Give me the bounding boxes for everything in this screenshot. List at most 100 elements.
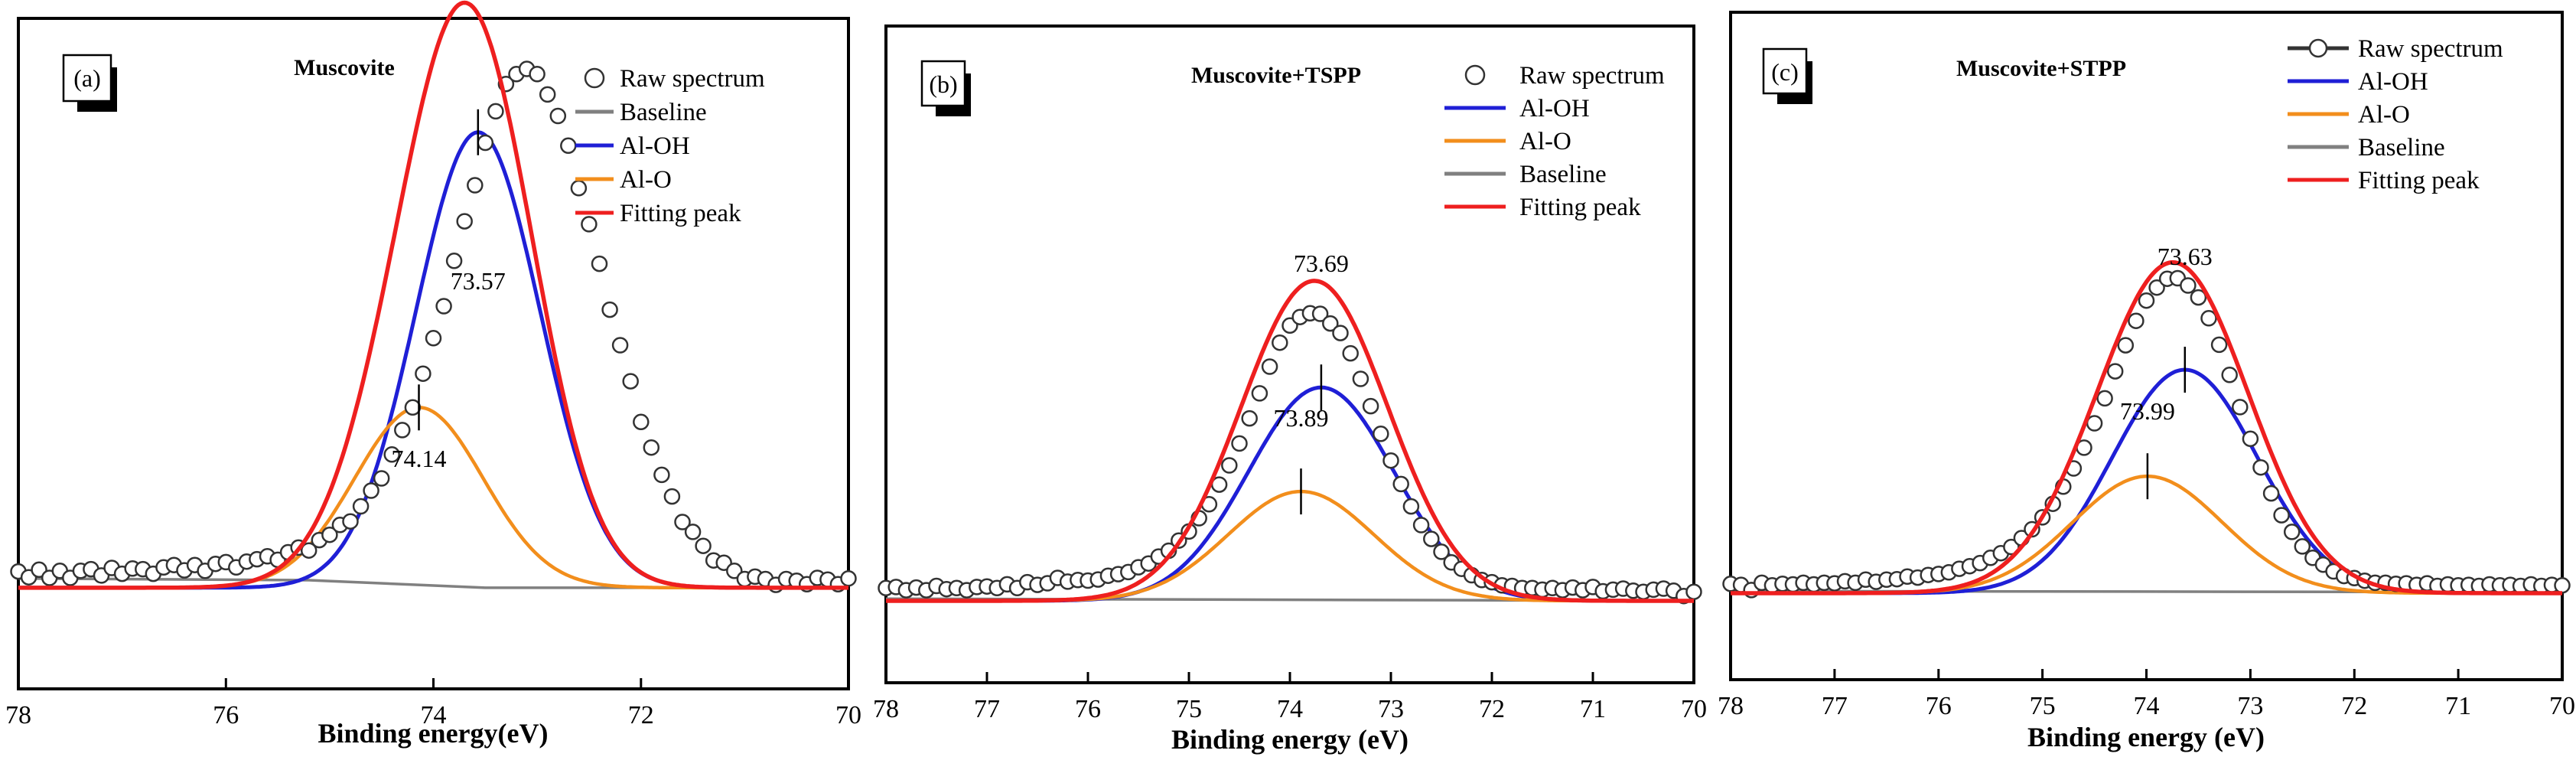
- raw-spectrum-point: [1221, 457, 1238, 474]
- legend: Raw spectrum Al-OH Al-O Baseline Fitting pea…: [2288, 35, 2503, 194]
- raw-spectrum-point: [445, 253, 463, 269]
- x-tick-label: 70: [1681, 695, 1707, 723]
- raw-spectrum-point: [1311, 305, 1329, 322]
- fitting-peak-curve: [18, 0, 848, 590]
- raw-spectrum-point: [1362, 397, 1379, 415]
- raw-spectrum-point: [477, 134, 494, 152]
- legend-marker: [584, 67, 605, 89]
- raw-spectrum-point: [2262, 485, 2280, 502]
- raw-spectrum-point: [1241, 409, 1258, 427]
- x-axis-title: Binding energy (eV): [1171, 724, 1408, 755]
- raw-spectrum-point: [342, 513, 359, 530]
- raw-spectrum-point: [1342, 344, 1359, 362]
- chart-title: Muscovite+TSPP: [1191, 63, 1361, 88]
- legend-label: Raw spectrum: [2358, 35, 2503, 63]
- x-tick-label: 77: [1822, 692, 1848, 720]
- series-layer: [10, 0, 857, 593]
- raw-spectrum-point: [2148, 279, 2165, 296]
- raw-spectrum-point: [321, 526, 338, 543]
- x-axis-title: Binding energy (eV): [2027, 722, 2265, 752]
- raw-spectrum-point: [467, 177, 484, 194]
- x-tick-label: 72: [2341, 692, 2367, 720]
- raw-spectrum-point: [352, 498, 370, 515]
- x-tick-label: 76: [213, 701, 239, 729]
- raw-spectrum-point: [2252, 458, 2269, 476]
- x-tick-label: 78: [873, 695, 899, 723]
- x-tick-label: 74: [421, 701, 447, 729]
- raw-spectrum-point: [456, 213, 473, 230]
- annotation-layer: 73.69 73.89: [1274, 250, 1349, 515]
- fitting-peak-curve: [886, 279, 1694, 603]
- panel-tag-text: (c): [1771, 58, 1799, 86]
- legend-label: Baseline: [2358, 134, 2445, 162]
- raw-spectrum-point: [653, 466, 670, 484]
- raw-spectrum-point: [2117, 337, 2135, 354]
- panel-c: (c) Muscovite+STPP 73.63 73.99 Raw spectr…: [1718, 11, 2575, 752]
- raw-spectrum-point: [404, 399, 422, 416]
- x-tick-label: 77: [974, 695, 1000, 723]
- legend-label: Raw spectrum: [620, 65, 765, 93]
- raw-spectrum-point: [373, 470, 390, 487]
- x-tick-label: 71: [2445, 692, 2471, 720]
- raw-spectrum-point: [2294, 538, 2311, 555]
- x-tick-label: 73: [1378, 695, 1404, 723]
- series-layer: [1722, 260, 2571, 599]
- annotation-layer: 73.57 74.14: [392, 109, 506, 472]
- raw-spectrum-point: [2003, 538, 2020, 556]
- peak-label: 73.69: [1294, 250, 1349, 277]
- x-tick-label: 76: [1075, 695, 1101, 723]
- raw-spectrum-point: [539, 86, 556, 103]
- raw-spectrum-point: [2180, 277, 2197, 294]
- legend-label: Fitting peak: [620, 200, 741, 227]
- raw-spectrum-point: [1392, 475, 1409, 493]
- raw-spectrum-point: [383, 446, 400, 463]
- legend-label: Baseline: [620, 99, 707, 126]
- raw-spectrum-point: [2283, 524, 2301, 540]
- raw-spectrum-point: [663, 488, 681, 505]
- raw-spectrum-point: [2138, 292, 2155, 309]
- peak-label: 73.57: [451, 267, 506, 295]
- annotation-layer: 73.63 73.99: [2120, 243, 2213, 500]
- raw-spectrum-point: [2096, 390, 2113, 407]
- fitting-peak-curve: [1731, 260, 2562, 595]
- legend-marker: [2308, 38, 2328, 58]
- x-tick-label: 73: [2237, 692, 2263, 720]
- x-tick-label: 78: [5, 701, 31, 729]
- legend-marker: [1464, 64, 1486, 86]
- legend-label: Al-O: [620, 166, 672, 194]
- raw-spectrum-point: [2221, 367, 2238, 383]
- raw-spectrum-point: [674, 514, 691, 530]
- x-tick-label: 70: [2549, 692, 2575, 720]
- legend-label: Fitting peak: [2358, 167, 2480, 194]
- raw-spectrum-point: [1373, 426, 1389, 442]
- raw-spectrum-point: [363, 482, 379, 499]
- plot-frame: [1729, 11, 2564, 681]
- raw-spectrum-point: [570, 180, 588, 197]
- panel-tag-text: (a): [73, 64, 101, 92]
- raw-spectrum-point: [2273, 507, 2290, 524]
- raw-spectrum-point: [581, 216, 598, 233]
- legend-label: Al-OH: [2358, 68, 2428, 96]
- x-axis-ticks: 78 76 74 72 70: [5, 678, 861, 729]
- raw-spectrum-point: [1251, 385, 1268, 402]
- raw-spectrum-point: [622, 373, 639, 390]
- x-tick-label: 74: [2134, 692, 2160, 720]
- raw-spectrum-point: [300, 542, 318, 559]
- chart-title: Muscovite: [294, 55, 395, 80]
- raw-spectrum-point: [549, 107, 567, 125]
- peak-label: 73.89: [1274, 404, 1329, 432]
- x-tick-label: 71: [1580, 695, 1606, 723]
- raw-spectrum-point: [1352, 370, 1369, 387]
- series-layer: [878, 279, 1702, 605]
- raw-spectrum-point: [1322, 315, 1339, 332]
- raw-spectrum-point: [1423, 530, 1440, 547]
- raw-spectrum-point: [2128, 312, 2144, 329]
- x-tick-label: 72: [1479, 695, 1505, 723]
- peak-label: 73.99: [2120, 397, 2175, 425]
- raw-spectrum-point: [2232, 399, 2249, 416]
- raw-spectrum-point: [2242, 430, 2259, 448]
- panel-b: (b) Muscovite+TSPP 73.69 73.89 Raw spectr…: [873, 24, 1707, 755]
- raw-spectrum-point: [487, 103, 504, 120]
- raw-spectrum-point: [2554, 577, 2571, 594]
